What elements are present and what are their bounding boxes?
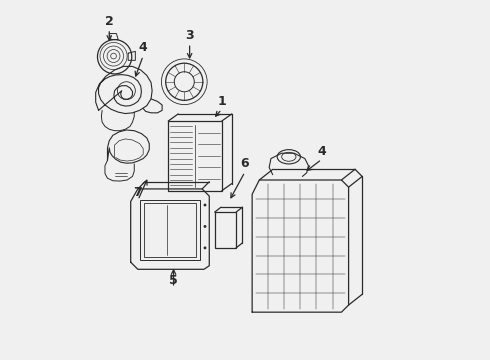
Text: 7: 7 <box>133 186 142 199</box>
Text: 5: 5 <box>169 274 178 287</box>
Text: 3: 3 <box>185 29 194 42</box>
Text: 4: 4 <box>139 41 147 54</box>
Text: 4: 4 <box>318 145 326 158</box>
Bar <box>215 212 236 248</box>
Bar <box>140 200 200 260</box>
Bar <box>168 121 222 191</box>
Bar <box>144 203 196 257</box>
Circle shape <box>203 247 206 249</box>
Text: 6: 6 <box>241 157 249 170</box>
Text: 2: 2 <box>105 14 114 27</box>
Circle shape <box>203 225 206 228</box>
Circle shape <box>203 203 206 206</box>
Text: 1: 1 <box>218 95 226 108</box>
